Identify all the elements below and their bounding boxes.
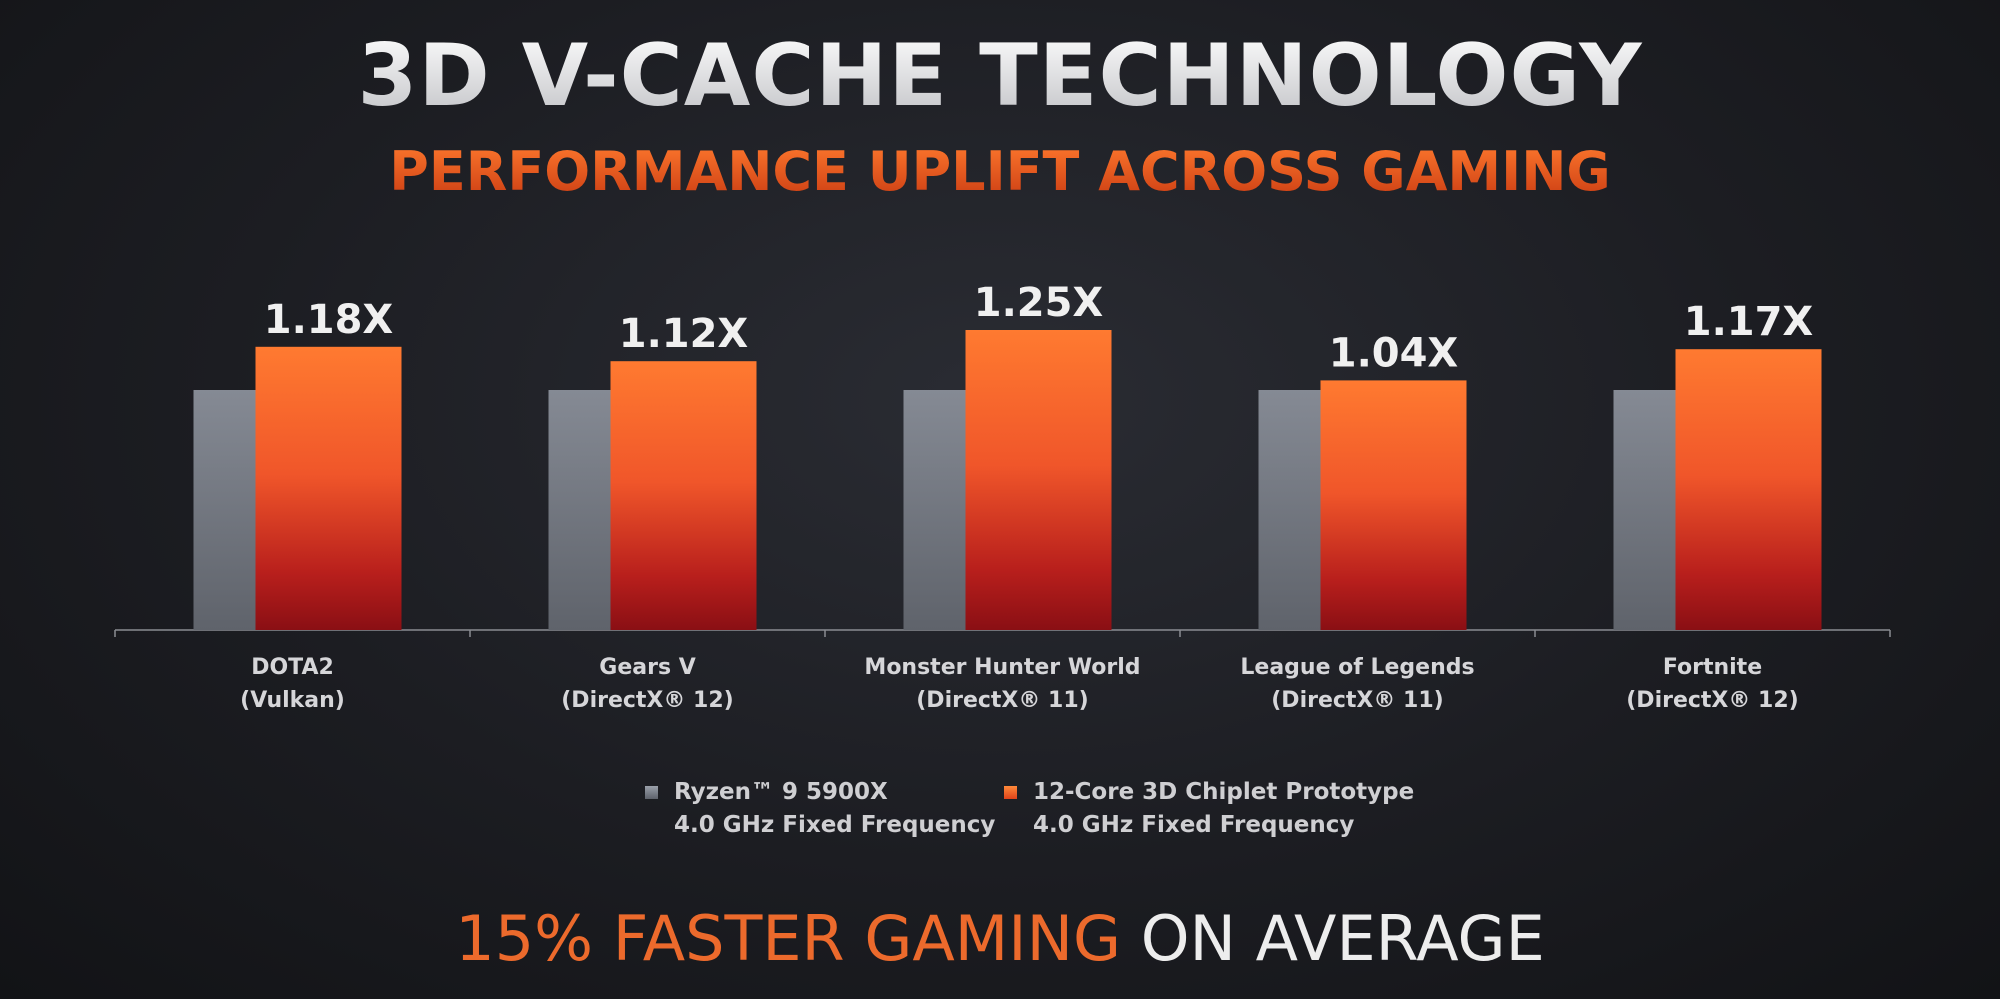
bar-baseline	[193, 390, 256, 630]
data-label: 1.18X	[264, 297, 394, 343]
footer-tagline: 15% FASTER GAMING ON AVERAGE	[0, 902, 2000, 975]
category-label: Fortnite	[1663, 655, 1762, 680]
footer-rest: ON AVERAGE	[1140, 902, 1545, 975]
category-api-label: (DirectX® 12)	[1626, 688, 1798, 713]
category-label: Gears V	[599, 655, 695, 680]
legend-item-baseline: Ryzen™ 9 5900X 4.0 GHz Fixed Frequency	[645, 776, 995, 842]
bar-prototype	[610, 361, 757, 630]
slide-subtitle: PERFORMANCE UPLIFT ACROSS GAMING	[0, 140, 2000, 203]
category-api-label: (DirectX® 12)	[561, 688, 733, 713]
bar-prototype	[255, 346, 402, 630]
data-label: 1.12X	[619, 311, 749, 357]
bar-baseline	[1613, 390, 1676, 630]
legend-swatch-orange	[1004, 786, 1017, 799]
category-api-label: (DirectX® 11)	[916, 688, 1088, 713]
bar-prototype	[965, 330, 1112, 630]
legend-prototype-line1: 12-Core 3D Chiplet Prototype	[1033, 779, 1415, 805]
bar-baseline	[903, 390, 966, 630]
category-label: League of Legends	[1240, 655, 1474, 680]
bar-baseline	[1258, 390, 1321, 630]
category-label: DOTA2	[251, 655, 334, 680]
category-label: Monster Hunter World	[864, 655, 1140, 680]
category-api-label: (Vulkan)	[240, 688, 345, 713]
legend-swatch-gray	[645, 786, 658, 799]
legend-baseline-line1: Ryzen™ 9 5900X	[674, 779, 888, 805]
bar-prototype	[1675, 349, 1822, 630]
bar-baseline	[548, 390, 611, 630]
data-label: 1.25X	[974, 280, 1104, 326]
bar-prototype	[1320, 380, 1467, 630]
slide-title: 3D V-CACHE TECHNOLOGY	[0, 26, 2000, 126]
legend-baseline-line2: 4.0 GHz Fixed Frequency	[674, 812, 996, 838]
legend-item-prototype: 12-Core 3D Chiplet Prototype 4.0 GHz Fix…	[1004, 776, 1414, 842]
data-label: 1.04X	[1329, 330, 1459, 376]
legend-prototype-line2: 4.0 GHz Fixed Frequency	[1033, 812, 1355, 838]
bar-chart: 1.18X DOTA2 (Vulkan) 1.12X Gears V (DirectX® …	[114, 280, 1891, 713]
category-api-label: (DirectX® 11)	[1271, 688, 1443, 713]
footer-highlight: 15% FASTER GAMING	[455, 902, 1121, 975]
data-label: 1.17X	[1684, 299, 1814, 345]
